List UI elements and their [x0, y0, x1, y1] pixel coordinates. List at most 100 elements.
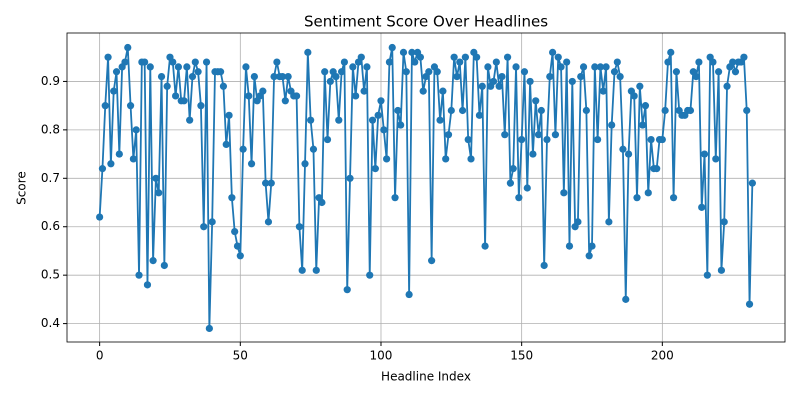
- marker: [549, 48, 557, 56]
- marker: [523, 184, 531, 192]
- marker: [346, 174, 354, 182]
- marker: [551, 131, 560, 139]
- marker: [360, 87, 368, 95]
- marker: [96, 213, 104, 221]
- marker: [543, 135, 551, 144]
- y-tick-label: 0.7: [41, 171, 60, 185]
- marker: [641, 102, 650, 110]
- marker: [126, 102, 135, 110]
- marker: [239, 145, 247, 153]
- marker: [489, 77, 498, 86]
- marker: [594, 135, 602, 144]
- marker: [197, 102, 205, 110]
- marker: [473, 53, 481, 61]
- marker: [318, 198, 326, 207]
- marker: [709, 58, 717, 66]
- marker: [323, 135, 332, 144]
- marker: [107, 160, 115, 168]
- marker: [309, 145, 318, 153]
- marker: [363, 63, 371, 71]
- marker: [529, 150, 537, 158]
- marker: [560, 189, 568, 197]
- marker: [143, 281, 152, 289]
- marker: [183, 63, 191, 71]
- marker: [219, 82, 228, 90]
- marker: [383, 155, 391, 163]
- marker: [669, 194, 678, 202]
- plot: [96, 43, 756, 333]
- marker: [723, 82, 731, 90]
- marker: [377, 97, 385, 105]
- marker: [236, 252, 244, 260]
- marker: [191, 58, 199, 66]
- marker: [394, 106, 402, 115]
- y-tick-label: 0.8: [41, 122, 60, 136]
- marker: [267, 179, 275, 187]
- x-tick-label: 150: [510, 349, 533, 363]
- marker: [352, 92, 360, 100]
- marker: [374, 111, 382, 119]
- marker: [242, 63, 250, 71]
- marker: [388, 43, 396, 52]
- marker: [515, 194, 523, 202]
- marker: [98, 165, 107, 173]
- marker: [442, 155, 450, 163]
- marker: [526, 77, 534, 86]
- x-axis-label: Headline Index: [381, 370, 471, 384]
- y-axis-label: Score: [15, 171, 29, 205]
- marker: [259, 87, 267, 95]
- y-tick-label: 0.9: [41, 74, 60, 88]
- marker: [503, 53, 512, 61]
- marker: [667, 48, 675, 56]
- marker: [335, 116, 343, 124]
- marker: [692, 72, 700, 81]
- marker: [439, 87, 447, 95]
- marker: [402, 68, 410, 76]
- marker: [605, 218, 613, 226]
- marker: [695, 58, 703, 66]
- chart-title: Sentiment Score Over Headlines: [304, 13, 548, 31]
- marker: [698, 203, 706, 211]
- marker: [616, 72, 624, 81]
- marker: [169, 58, 177, 66]
- marker: [281, 97, 289, 105]
- marker: [433, 68, 441, 76]
- marker: [228, 194, 236, 202]
- x-tick-label: 0: [96, 349, 104, 363]
- marker: [700, 150, 709, 158]
- marker: [458, 106, 467, 115]
- marker: [475, 111, 484, 119]
- marker: [532, 97, 540, 105]
- marker: [461, 53, 469, 61]
- marker: [498, 72, 506, 81]
- marker: [745, 300, 754, 308]
- marker: [380, 126, 388, 134]
- marker: [180, 97, 188, 105]
- marker: [172, 92, 180, 100]
- marker: [661, 106, 669, 115]
- marker: [534, 131, 543, 139]
- marker: [411, 58, 419, 66]
- marker: [225, 111, 233, 119]
- marker: [720, 218, 728, 226]
- marker: [596, 63, 605, 71]
- marker: [481, 242, 489, 250]
- marker: [425, 68, 433, 76]
- marker: [408, 48, 416, 56]
- marker: [740, 53, 748, 61]
- marker: [149, 257, 157, 265]
- marker: [284, 72, 292, 81]
- marker: [492, 58, 500, 66]
- marker: [501, 131, 509, 139]
- marker: [447, 106, 455, 115]
- marker: [101, 102, 109, 110]
- marker: [633, 194, 641, 202]
- marker: [703, 271, 711, 279]
- marker: [222, 140, 230, 148]
- marker: [129, 155, 137, 163]
- marker: [200, 223, 208, 231]
- marker: [622, 295, 630, 303]
- y-tick-label: 0.5: [41, 268, 60, 282]
- x-tick-label: 100: [370, 349, 393, 363]
